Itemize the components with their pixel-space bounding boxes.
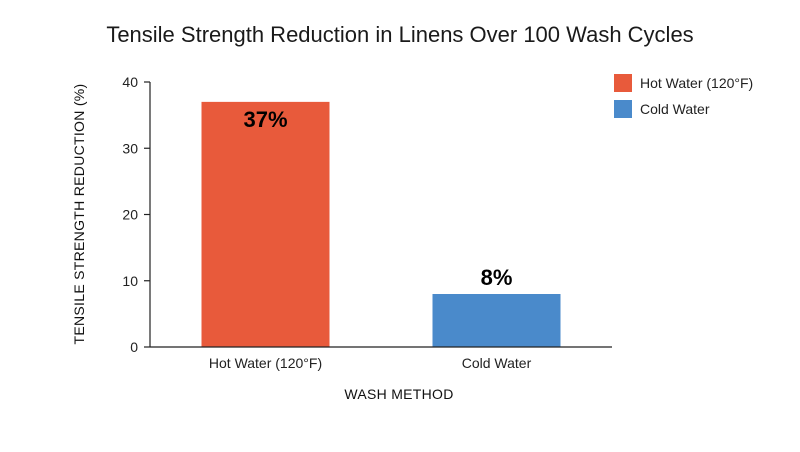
y-tick-label: 40 <box>122 74 138 90</box>
x-axis-ticks: Hot Water (120°F) Cold Water <box>209 355 532 371</box>
y-tick-label: 30 <box>122 140 138 156</box>
y-tick-label: 0 <box>130 339 138 355</box>
legend: Hot Water (120°F) Cold Water <box>614 74 753 118</box>
data-labels: 37% 8% <box>243 107 512 290</box>
x-axis-label: WASH METHOD <box>344 386 453 402</box>
y-tick-label: 20 <box>122 207 138 223</box>
data-label-0: 37% <box>243 107 287 132</box>
legend-swatch-1 <box>614 100 632 118</box>
x-tick-label: Cold Water <box>462 355 532 371</box>
bars <box>201 101 561 347</box>
data-label-1: 8% <box>481 265 513 290</box>
y-axis: 0 10 20 30 40 <box>122 74 150 355</box>
legend-label-0: Hot Water (120°F) <box>640 75 753 91</box>
chart-title: Tensile Strength Reduction in Linens Ove… <box>106 22 693 47</box>
bar-1 <box>432 294 561 347</box>
x-tick-label: Hot Water (120°F) <box>209 355 322 371</box>
bar-0 <box>201 101 330 347</box>
legend-swatch-0 <box>614 74 632 92</box>
legend-label-1: Cold Water <box>640 101 710 117</box>
y-tick-label: 10 <box>122 273 138 289</box>
y-axis-label: TENSILE STRENGTH REDUCTION (%) <box>71 83 87 344</box>
